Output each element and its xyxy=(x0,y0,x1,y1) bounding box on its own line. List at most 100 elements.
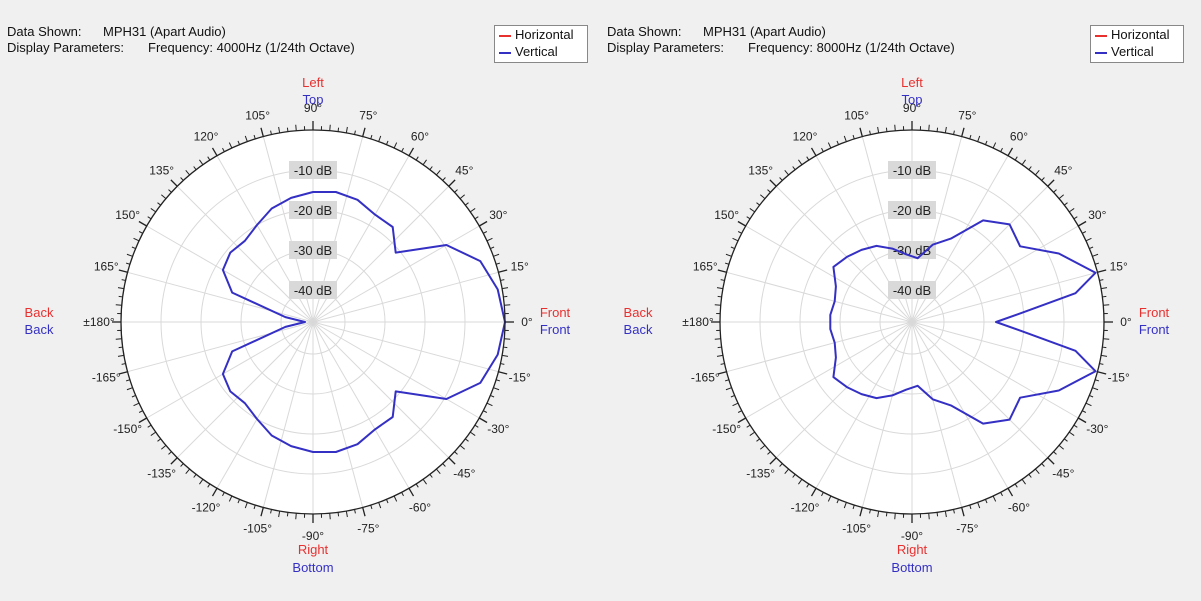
angle-tick xyxy=(378,502,382,509)
angle-tick xyxy=(448,179,456,187)
angle-tick xyxy=(503,295,508,298)
ring-label: -40 dB xyxy=(893,283,931,298)
angle-tick xyxy=(869,130,871,135)
angle-tick xyxy=(118,269,128,273)
angle-tick xyxy=(401,492,404,497)
angle-tick xyxy=(126,387,133,391)
polar-chart-panel-8000hz: Data Shown: MPH31 (Apart Audio) Display P… xyxy=(600,0,1200,601)
display-params-label: Display Parameters: xyxy=(7,40,125,55)
angle-tick xyxy=(798,159,803,166)
angle-tick xyxy=(185,468,190,474)
angle-tick xyxy=(474,216,479,220)
angle-tick xyxy=(429,166,433,170)
direction-label-right-primary: Front xyxy=(540,305,571,320)
grid-spoke xyxy=(216,321,314,489)
angle-label: 135° xyxy=(748,164,773,178)
angle-tick xyxy=(121,363,126,365)
angle-tick xyxy=(386,499,389,504)
angle-tick xyxy=(779,177,783,181)
angle-label: -135° xyxy=(746,466,775,480)
direction-label-top-secondary: Top xyxy=(303,92,324,107)
angle-tick xyxy=(150,208,157,213)
angle-label: 90° xyxy=(304,101,322,115)
polar-plot: -10 dB-20 dB-30 dB-40 dB0°15°30°45°60°75… xyxy=(624,75,1170,575)
angle-tick xyxy=(792,166,796,170)
angle-tick xyxy=(401,147,404,152)
angle-tick xyxy=(1100,287,1108,290)
angle-tick xyxy=(442,463,446,467)
angle-tick xyxy=(767,189,771,193)
angle-tick xyxy=(133,237,140,242)
angle-tick xyxy=(329,124,331,131)
angle-tick xyxy=(422,159,427,166)
grid-spoke xyxy=(726,271,913,323)
angle-tick xyxy=(483,231,488,234)
angle-tick xyxy=(161,194,167,199)
angle-tick xyxy=(717,346,722,349)
angle-label: -120° xyxy=(192,500,221,514)
angle-tick xyxy=(115,338,122,340)
angle-tick xyxy=(253,134,256,140)
angle-tick xyxy=(237,140,240,145)
angle-tick xyxy=(720,279,725,281)
angle-tick xyxy=(498,269,508,273)
angle-tick xyxy=(716,354,724,357)
grid-spoke xyxy=(312,321,364,508)
angle-tick xyxy=(992,495,997,502)
angle-tick xyxy=(1021,159,1026,166)
angle-tick xyxy=(827,495,832,502)
angle-tick xyxy=(478,417,488,424)
angle-tick xyxy=(150,431,157,436)
angle-tick xyxy=(459,194,465,199)
angle-label: -75° xyxy=(357,522,379,536)
angle-tick xyxy=(779,463,783,467)
grid-spoke xyxy=(911,321,1049,459)
angle-tick xyxy=(1047,179,1055,187)
angle-tick xyxy=(985,499,988,504)
chart-legend: Horizontal Vertical xyxy=(494,25,588,63)
angle-tick xyxy=(503,346,508,349)
grid-spoke xyxy=(911,185,1049,323)
angle-tick xyxy=(442,177,446,181)
angle-tick xyxy=(207,483,211,488)
angle-tick xyxy=(737,417,747,424)
ring-label: -10 dB xyxy=(893,163,931,178)
angle-label: ±180° xyxy=(83,315,115,329)
angle-tick xyxy=(244,502,248,509)
angle-tick xyxy=(885,127,888,132)
legend-swatch xyxy=(1095,51,1107,54)
angle-tick xyxy=(436,170,441,176)
angle-tick xyxy=(337,127,340,132)
angle-tick xyxy=(436,468,441,474)
angle-tick xyxy=(737,231,742,234)
angle-tick xyxy=(504,304,511,306)
angle-tick xyxy=(1077,220,1087,227)
angle-label: -75° xyxy=(956,522,978,536)
angle-tick xyxy=(161,445,167,450)
data-shown-value: MPH31 (Apart Audio) xyxy=(103,24,226,39)
grid-spoke xyxy=(775,185,913,323)
direction-label-top-primary: Left xyxy=(302,75,324,90)
angle-tick xyxy=(222,492,225,497)
angle-tick xyxy=(877,510,880,518)
angle-tick xyxy=(944,510,947,518)
angle-tick xyxy=(199,478,204,485)
angle-tick xyxy=(465,202,469,206)
angle-tick xyxy=(501,287,509,290)
angle-tick xyxy=(810,487,817,497)
angle-label: 30° xyxy=(489,208,507,222)
angle-tick xyxy=(836,140,839,145)
grid-spoke xyxy=(775,321,913,459)
angle-tick xyxy=(1064,438,1068,442)
angle-label: -150° xyxy=(113,422,142,436)
angle-tick xyxy=(1100,354,1108,357)
angle-tick xyxy=(737,410,742,413)
angle-tick xyxy=(1094,379,1100,382)
angle-tick xyxy=(769,457,777,465)
angle-tick xyxy=(737,220,747,227)
angle-tick xyxy=(806,483,810,488)
angle-tick xyxy=(724,379,730,382)
angle-tick xyxy=(1097,269,1107,273)
grid-spoke xyxy=(146,321,314,419)
angle-tick xyxy=(749,431,756,436)
